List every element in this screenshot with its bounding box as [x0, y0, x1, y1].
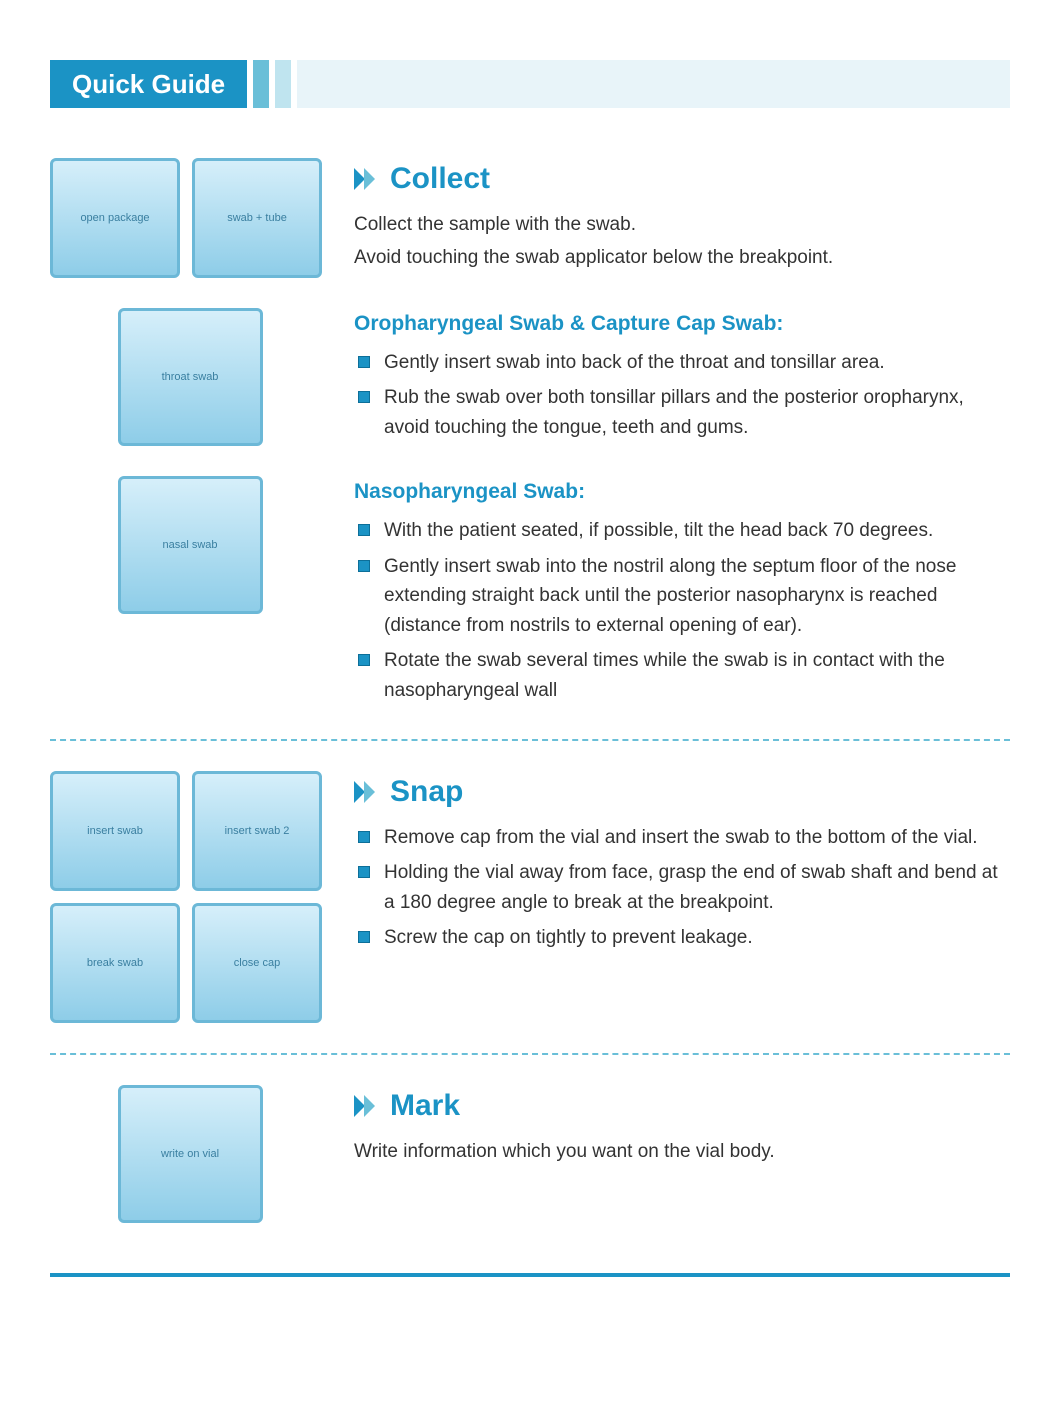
- collect-text: Collect Collect the sample with the swab…: [354, 158, 1010, 278]
- section-divider: [50, 1053, 1010, 1055]
- mark-heading: Mark: [354, 1089, 1010, 1123]
- snap-item-2: Holding the vial away from face, grasp t…: [358, 858, 1010, 917]
- mark-body: Write information which you want on the …: [354, 1137, 1010, 1166]
- illustration-nasal-swab: nasal swab: [118, 476, 263, 614]
- naso-item-1: With the patient seated, if possible, ti…: [358, 516, 1010, 545]
- naso-image-col: nasal swab: [50, 476, 330, 711]
- mark-images: write on vial: [50, 1085, 330, 1223]
- oro-list: Gently insert swab into back of the thro…: [354, 348, 1010, 442]
- snap-title: Snap: [390, 775, 463, 809]
- mark-text: Mark Write information which you want on…: [354, 1085, 1010, 1223]
- snap-item-1: Remove cap from the vial and insert the …: [358, 823, 1010, 852]
- naso-item-3: Rotate the swab several times while the …: [358, 646, 1010, 705]
- subsection-oropharyngeal: throat swab Oropharyngeal Swab & Capture…: [50, 308, 1010, 448]
- illustration-snap-3: break swab: [50, 903, 180, 1023]
- section-snap: insert swab insert swab 2 break swab clo…: [50, 771, 1010, 1023]
- page: Quick Guide open package swab + tube Col…: [0, 0, 1060, 1317]
- oro-item-1: Gently insert swab into back of the thro…: [358, 348, 1010, 377]
- illustration-mark-vial: write on vial: [118, 1085, 263, 1223]
- illustration-snap-1: insert swab: [50, 771, 180, 891]
- page-title: Quick Guide: [50, 60, 247, 108]
- chevron-right-icon: [354, 1093, 380, 1119]
- naso-item-2: Gently insert swab into the nostril alon…: [358, 552, 1010, 640]
- section-divider: [50, 739, 1010, 741]
- oro-item-2: Rub the swab over both tonsillar pillars…: [358, 383, 1010, 442]
- header-stripe-1: [253, 60, 269, 108]
- naso-list: With the patient seated, if possible, ti…: [354, 516, 1010, 705]
- illustration-swab-tube: swab + tube: [192, 158, 322, 278]
- header-stripe-2: [275, 60, 291, 108]
- section-mark: write on vial Mark Write information whi…: [50, 1085, 1010, 1223]
- chevron-right-icon: [354, 779, 380, 805]
- mark-title: Mark: [390, 1089, 460, 1123]
- collect-heading: Collect: [354, 162, 1010, 196]
- naso-text: Nasopharyngeal Swab: With the patient se…: [354, 476, 1010, 711]
- collect-intro-1: Collect the sample with the swab.: [354, 210, 1010, 239]
- header-bar: Quick Guide: [50, 60, 1010, 108]
- section-collect: open package swab + tube Collect Collect…: [50, 158, 1010, 278]
- illustration-open-package: open package: [50, 158, 180, 278]
- collect-images: open package swab + tube: [50, 158, 330, 278]
- collect-intro-2: Avoid touching the swab applicator below…: [354, 243, 1010, 272]
- snap-text: Snap Remove cap from the vial and insert…: [354, 771, 1010, 1023]
- oro-image-col: throat swab: [50, 308, 330, 448]
- illustration-throat-swab: throat swab: [118, 308, 263, 446]
- chevron-right-icon: [354, 166, 380, 192]
- snap-item-3: Screw the cap on tightly to prevent leak…: [358, 923, 1010, 952]
- subsection-nasopharyngeal: nasal swab Nasopharyngeal Swab: With the…: [50, 476, 1010, 711]
- oro-text: Oropharyngeal Swab & Capture Cap Swab: G…: [354, 308, 1010, 448]
- illustration-snap-4: close cap: [192, 903, 322, 1023]
- illustration-snap-2: insert swab 2: [192, 771, 322, 891]
- header-tail: [297, 60, 1010, 108]
- oro-title: Oropharyngeal Swab & Capture Cap Swab:: [354, 312, 1010, 336]
- naso-title: Nasopharyngeal Swab:: [354, 480, 1010, 504]
- snap-images: insert swab insert swab 2 break swab clo…: [50, 771, 330, 1023]
- collect-title: Collect: [390, 162, 490, 196]
- snap-list: Remove cap from the vial and insert the …: [354, 823, 1010, 953]
- footer-line: [50, 1273, 1010, 1277]
- snap-heading: Snap: [354, 775, 1010, 809]
